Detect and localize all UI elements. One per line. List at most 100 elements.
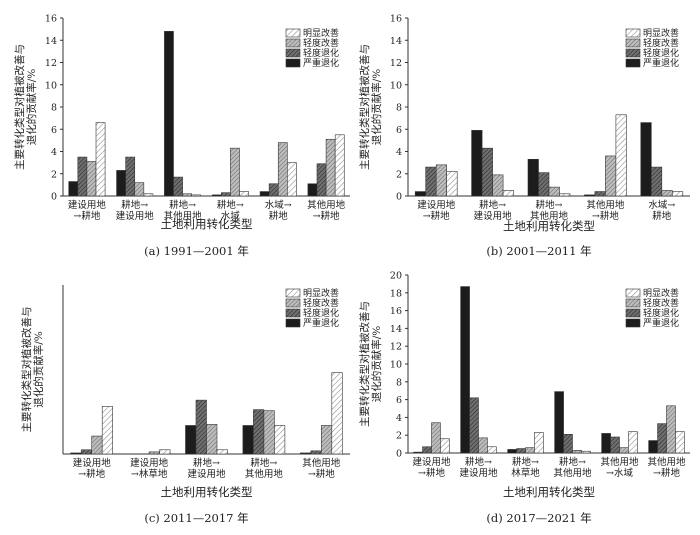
bar-mild-improvement <box>263 410 275 455</box>
bar-mild-degradation <box>469 397 479 454</box>
x-tick-label: →耕地 <box>418 467 445 479</box>
legend-label: 轻度改善 <box>303 37 339 49</box>
y-tick-label: 2 <box>396 431 402 442</box>
bar-mild-degradation <box>481 147 493 197</box>
x-tick-label: 建设用地 <box>474 210 513 222</box>
bar-mild-degradation <box>563 434 573 454</box>
bar-obvious-improvement <box>334 134 345 197</box>
bar-severe-degradation <box>68 181 79 197</box>
y-tick-label: 8 <box>396 103 402 114</box>
bar-mild-degradation <box>195 399 207 455</box>
x-tick-label: 耕地→ <box>193 457 220 469</box>
bar-mild-improvement <box>548 186 560 197</box>
bar-obvious-improvement <box>675 431 685 454</box>
bar-mild-improvement <box>619 447 629 454</box>
x-tick-label: →耕地 <box>423 210 450 222</box>
y-axis-label: 主要转化类型对植被改善与退化的贡献率/% <box>358 301 383 427</box>
x-tick-label: 耕地 <box>269 210 289 222</box>
x-tick-label: 水域→ <box>648 199 675 211</box>
y-tick-label: 16 <box>390 14 402 25</box>
bar-mild-degradation <box>80 449 92 455</box>
bar-mild-improvement <box>277 142 288 197</box>
x-axis-label: 土地利用转化类型 <box>503 485 595 499</box>
y-tick-label: 12 <box>45 58 57 69</box>
x-tick-label: 建设用地 <box>130 457 169 469</box>
legend-label: 严重退化 <box>643 317 679 329</box>
y-tick-label: 0 <box>396 192 402 203</box>
bar-mild-improvement <box>230 147 240 197</box>
legend-swatch <box>285 58 301 68</box>
y-tick-label: 16 <box>390 306 402 317</box>
y-tick-label: 10 <box>390 360 402 371</box>
x-tick-label: →耕地 <box>653 467 680 479</box>
bar-obvious-improvement <box>287 162 297 197</box>
x-tick-label: 其他用地 <box>553 467 592 479</box>
bar-obvious-improvement <box>274 425 286 455</box>
legend-swatch <box>625 288 641 298</box>
y-tick-label: 20 <box>390 271 402 282</box>
legend-swatch <box>285 298 301 308</box>
legend-swatch <box>625 38 641 48</box>
x-axis-label: 土地利用转化类型 <box>161 217 253 231</box>
bar-severe-degradation <box>601 433 611 454</box>
legend-swatch <box>625 28 641 38</box>
bar-mild-improvement <box>86 161 97 197</box>
legend-label: 明显改善 <box>303 27 339 39</box>
bar-obvious-improvement <box>487 446 497 454</box>
x-tick-label: 其他用地 <box>647 456 686 468</box>
subplot-caption: (b) 2001—2011 年 <box>486 244 591 258</box>
x-tick-label: 建设用地 <box>187 468 226 480</box>
x-tick-label: →林草地 <box>131 468 168 480</box>
x-tick-label: 水域→ <box>265 199 292 211</box>
y-tick-label: 14 <box>45 36 57 47</box>
x-tick-label: 建设用地 <box>116 210 155 222</box>
x-tick-label: →耕地 <box>78 468 105 480</box>
bar-severe-degradation <box>507 449 517 454</box>
bar-mild-degradation <box>268 183 279 197</box>
bar-obvious-improvement <box>440 438 450 454</box>
bar-mild-improvement <box>325 138 336 197</box>
x-tick-label: 其他用地 <box>530 210 569 222</box>
bar-obvious-improvement <box>331 372 343 455</box>
legend-label: 明显改善 <box>643 27 679 39</box>
x-tick-label: 耕地→ <box>536 199 563 211</box>
y-tick-label: 8 <box>396 377 402 388</box>
legend-swatch <box>625 318 641 328</box>
bar-obvious-improvement <box>216 449 228 455</box>
bar-severe-degradation <box>185 425 197 455</box>
y-axis-label: 主要转化类型对植被改善与退化的贡献率/% <box>358 44 383 170</box>
legend-swatch <box>285 28 301 38</box>
bar-mild-improvement <box>525 447 535 454</box>
bar-severe-degradation <box>640 122 652 197</box>
legend-label: 明显改善 <box>643 287 679 299</box>
y-tick-label: 16 <box>45 14 57 25</box>
bar-mild-improvement <box>320 425 333 455</box>
y-tick-label: 4 <box>396 413 402 424</box>
y-tick-label: 6 <box>396 395 402 406</box>
bar-mild-degradation <box>425 166 437 197</box>
bar-obvious-improvement <box>615 114 627 197</box>
legend-swatch <box>625 58 641 68</box>
bar-mild-improvement <box>661 190 673 197</box>
bar-mild-degradation <box>221 192 231 197</box>
bar-severe-degradation <box>584 194 596 197</box>
bar-obvious-improvement <box>101 406 113 455</box>
bar-mild-degradation <box>657 423 667 454</box>
x-tick-label: 耕地→ <box>217 199 244 211</box>
bar-severe-degradation <box>471 130 483 197</box>
bar-obvious-improvement <box>143 193 154 197</box>
bar-mild-improvement <box>478 437 488 454</box>
x-tick-label: 耕地→ <box>479 199 506 211</box>
x-tick-label: 耕地 <box>652 210 672 222</box>
legend-swatch <box>285 38 301 48</box>
y-tick-label: 12 <box>390 58 402 69</box>
bar-mild-improvement <box>435 164 448 197</box>
x-tick-label: 建设用地 <box>68 199 107 211</box>
x-tick-label: 其他用地 <box>600 456 639 468</box>
bar-severe-degradation <box>299 452 312 455</box>
bar-obvious-improvement <box>95 122 106 197</box>
y-tick-label: 2 <box>396 169 402 180</box>
y-tick-label: 0 <box>51 192 57 203</box>
x-tick-label: 建设用地 <box>417 199 456 211</box>
